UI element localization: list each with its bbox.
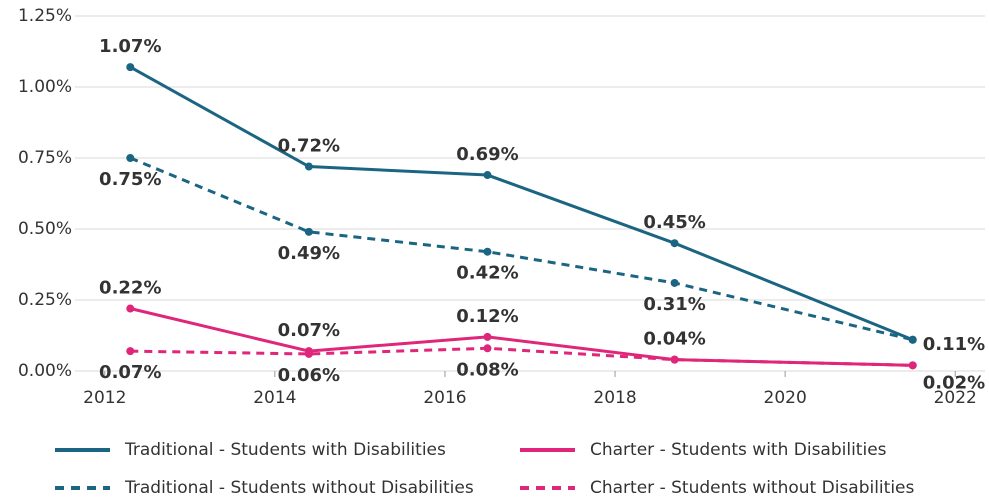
y-tick-label: 1.25%: [18, 6, 72, 26]
series-line: [129, 156, 914, 342]
x-tick-label: 2018: [593, 388, 636, 408]
value-label: 0.11%: [923, 334, 985, 355]
value-label: 0.45%: [643, 212, 705, 233]
y-tick-label: 0.50%: [18, 219, 72, 239]
series-line: [130, 346, 913, 367]
y-tick-label: 0.00%: [18, 361, 72, 381]
x-tick-label: 2022: [934, 388, 977, 408]
point: [670, 239, 679, 248]
point: [126, 63, 135, 72]
x-tick-label: 2020: [764, 388, 807, 408]
point: [126, 154, 135, 162]
point: [483, 247, 492, 256]
value-label: 0.12%: [456, 306, 518, 327]
value-label: 0.07%: [278, 320, 340, 341]
point: [483, 344, 492, 353]
point: [908, 361, 917, 370]
legend-label: Charter - Students without Disabilities: [590, 478, 914, 498]
value-label: 0.75%: [99, 169, 161, 190]
y-tick-label: 0.75%: [18, 148, 72, 168]
value-label: 0.31%: [643, 294, 705, 315]
y-tick-label: 0.25%: [18, 290, 72, 310]
value-label: 0.08%: [456, 359, 518, 380]
value-label: 0.07%: [99, 362, 161, 383]
value-label: 0.04%: [643, 329, 705, 350]
series-line: [129, 307, 913, 367]
legend-label: Charter - Students with Disabilities: [590, 440, 887, 460]
point: [304, 162, 313, 171]
value-label: 1.07%: [99, 36, 161, 57]
point: [483, 332, 492, 341]
value-label: 0.49%: [278, 243, 340, 264]
legend-label: Traditional - Students without Disabilit…: [124, 478, 474, 498]
x-tick-label: 2016: [423, 388, 466, 408]
series-line: [129, 65, 914, 342]
value-label: 0.06%: [278, 365, 340, 386]
value-label: 0.72%: [278, 136, 340, 157]
x-tick-label: 2014: [253, 388, 296, 408]
point: [304, 227, 313, 236]
point: [483, 171, 492, 180]
value-label: 0.69%: [456, 144, 518, 165]
point: [670, 278, 679, 287]
y-tick-label: 1.00%: [18, 77, 72, 97]
value-label: 0.42%: [456, 263, 518, 284]
point: [670, 355, 679, 364]
value-label: 0.22%: [99, 278, 161, 299]
point: [126, 347, 135, 356]
point: [908, 335, 917, 344]
value-label: 0.02%: [923, 372, 985, 393]
legend-label: Traditional - Students with Disabilities: [124, 440, 446, 460]
point: [126, 304, 135, 313]
point: [304, 349, 313, 358]
x-tick-label: 2012: [83, 388, 126, 408]
